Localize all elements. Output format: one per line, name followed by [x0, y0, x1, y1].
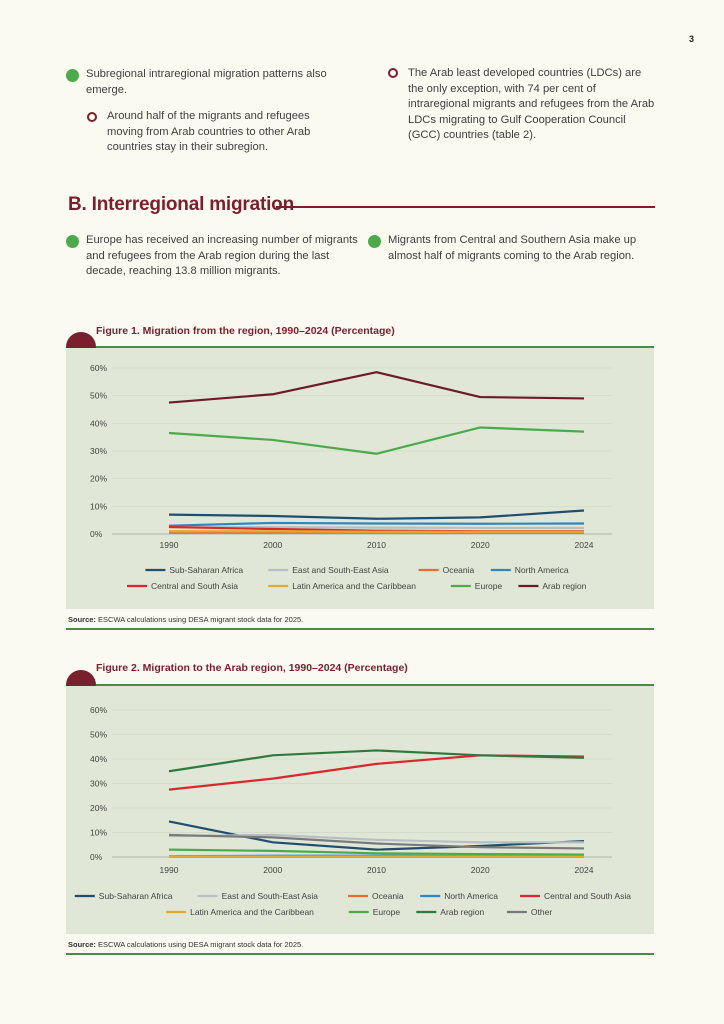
legend-label-east-and-south-east-asia: East and South-East Asia [292, 565, 389, 575]
legend-label-other: Other [531, 907, 552, 917]
figure-1-bottom-rule [66, 628, 654, 630]
figure-1-source: Source: ESCWA calculations using DESA mi… [68, 615, 303, 624]
series-line-east-and-south-east-asia [169, 525, 584, 530]
x-tick-label: 2020 [471, 540, 490, 550]
section-title: B. Interregional migration [68, 194, 294, 215]
series-line-europe [168, 848, 585, 856]
figure-2-source: Source: ESCWA calculations using DESA mi… [68, 940, 303, 949]
x-tick-label: 2000 [263, 540, 282, 550]
legend-label-europe: Europe [373, 907, 401, 917]
series-line-arab-region [168, 371, 585, 404]
source-label: Source: [68, 940, 96, 949]
legend-label-arab-region: Arab region [440, 907, 484, 917]
x-tick-label: 1990 [160, 865, 179, 875]
x-tick-label: 2010 [367, 540, 386, 550]
series-line-arab-region [168, 749, 585, 773]
legend-label-arab-region: Arab region [542, 581, 586, 591]
sub-bullet-ring [388, 68, 398, 78]
x-tick-label: 2020 [471, 865, 490, 875]
legend-label-europe: Europe [475, 581, 503, 591]
figure-2-top-rule [96, 684, 654, 686]
y-tick-label: 0% [90, 529, 103, 539]
source-text: ESCWA calculations using DESA migrant st… [98, 940, 304, 949]
y-tick-label: 10% [90, 828, 107, 838]
legend-label-oceania: Oceania [372, 891, 404, 901]
bullet-dot [66, 235, 79, 248]
source-text: ESCWA calculations using DESA migrant st… [98, 615, 304, 624]
x-tick-label: 1990 [160, 540, 179, 550]
source-label: Source: [68, 615, 96, 624]
y-tick-label: 20% [90, 803, 107, 813]
legend-label-oceania: Oceania [443, 565, 475, 575]
bullet-central-south-asia: Migrants from Central and Southern Asia … [388, 234, 637, 262]
bullet-dot [368, 235, 381, 248]
x-tick-label: 2010 [367, 865, 386, 875]
section-rule [276, 206, 655, 208]
y-tick-label: 0% [90, 852, 103, 862]
figure-2-title: Figure 2. Migration to the Arab region, … [96, 662, 408, 674]
legend-label-central-and-south-asia: Central and South Asia [544, 891, 631, 901]
y-tick-label: 50% [90, 391, 107, 401]
bullet-subregional: Subregional intraregional migration patt… [86, 68, 327, 96]
legend-label-central-and-south-asia: Central and South Asia [151, 581, 238, 591]
y-tick-label: 30% [90, 446, 107, 456]
legend-label-latin-america-and-the-caribbean: Latin America and the Caribbean [190, 907, 314, 917]
series-line-europe [168, 426, 585, 455]
y-tick-label: 50% [90, 730, 107, 740]
y-tick-label: 10% [90, 501, 107, 511]
page-number: 3 [688, 34, 694, 44]
bullet-dot [66, 69, 79, 82]
legend-label-north-america: North America [444, 891, 498, 901]
figure-1-chart: 0% 10% 20% 30% 40% 50% 60% 1990 2000 2010 2020 2024… [90, 363, 612, 591]
y-tick-label: 60% [90, 363, 107, 373]
figure-1-panel: 0% 10% 20% 30% 40% 50% 60% 1990 2000 2010 2020 2024… [66, 348, 654, 609]
x-tick-label: 2000 [263, 865, 282, 875]
series-line-north-america [168, 521, 585, 527]
y-tick-label: 30% [90, 779, 107, 789]
bullet-europe: Europe has received an increasing number… [86, 234, 358, 277]
legend-label-latin-america-and-the-caribbean: Latin America and the Caribbean [292, 581, 416, 591]
series-line-latin-america-and-the-caribbean [169, 530, 584, 533]
figure-1-top-rule [96, 346, 654, 348]
bullet-half-subregion: Around half of the migrants and refugees… [107, 110, 311, 153]
y-tick-label: 60% [90, 705, 107, 715]
figure-1-title: Figure 1. Migration from the region, 199… [96, 325, 395, 337]
legend-label-north-america: North America [515, 565, 569, 575]
figure-2-chart: 0% 10% 20% 30% 40% 50% 60% 1990 2000 2010 2020 2024… [74, 705, 631, 917]
y-tick-label: 20% [90, 474, 107, 484]
figure-2-panel: 0% 10% 20% 30% 40% 50% 60% 1990 2000 2010 2020 2024… [66, 686, 654, 934]
series-line-east-and-south-east-asia [168, 833, 584, 844]
y-tick-label: 40% [90, 754, 107, 764]
series-line-central-and-south-asia [168, 754, 585, 791]
figure-2-bottom-rule [66, 953, 654, 955]
y-tick-label: 40% [90, 418, 107, 428]
sub-bullet-ring [87, 112, 97, 122]
series-line-sub-saharan-africa [168, 509, 585, 520]
legend-label-sub-saharan-africa: Sub-Saharan Africa [169, 565, 243, 575]
x-tick-label: 2024 [575, 540, 594, 550]
bullet-ldc-exception: The Arab least developed countries (LDCs… [408, 67, 655, 141]
x-tick-label: 2024 [575, 865, 594, 875]
legend-label-east-and-south-east-asia: East and South-East Asia [222, 891, 319, 901]
legend-label-sub-saharan-africa: Sub-Saharan Africa [99, 891, 173, 901]
series-line-other [168, 833, 585, 850]
